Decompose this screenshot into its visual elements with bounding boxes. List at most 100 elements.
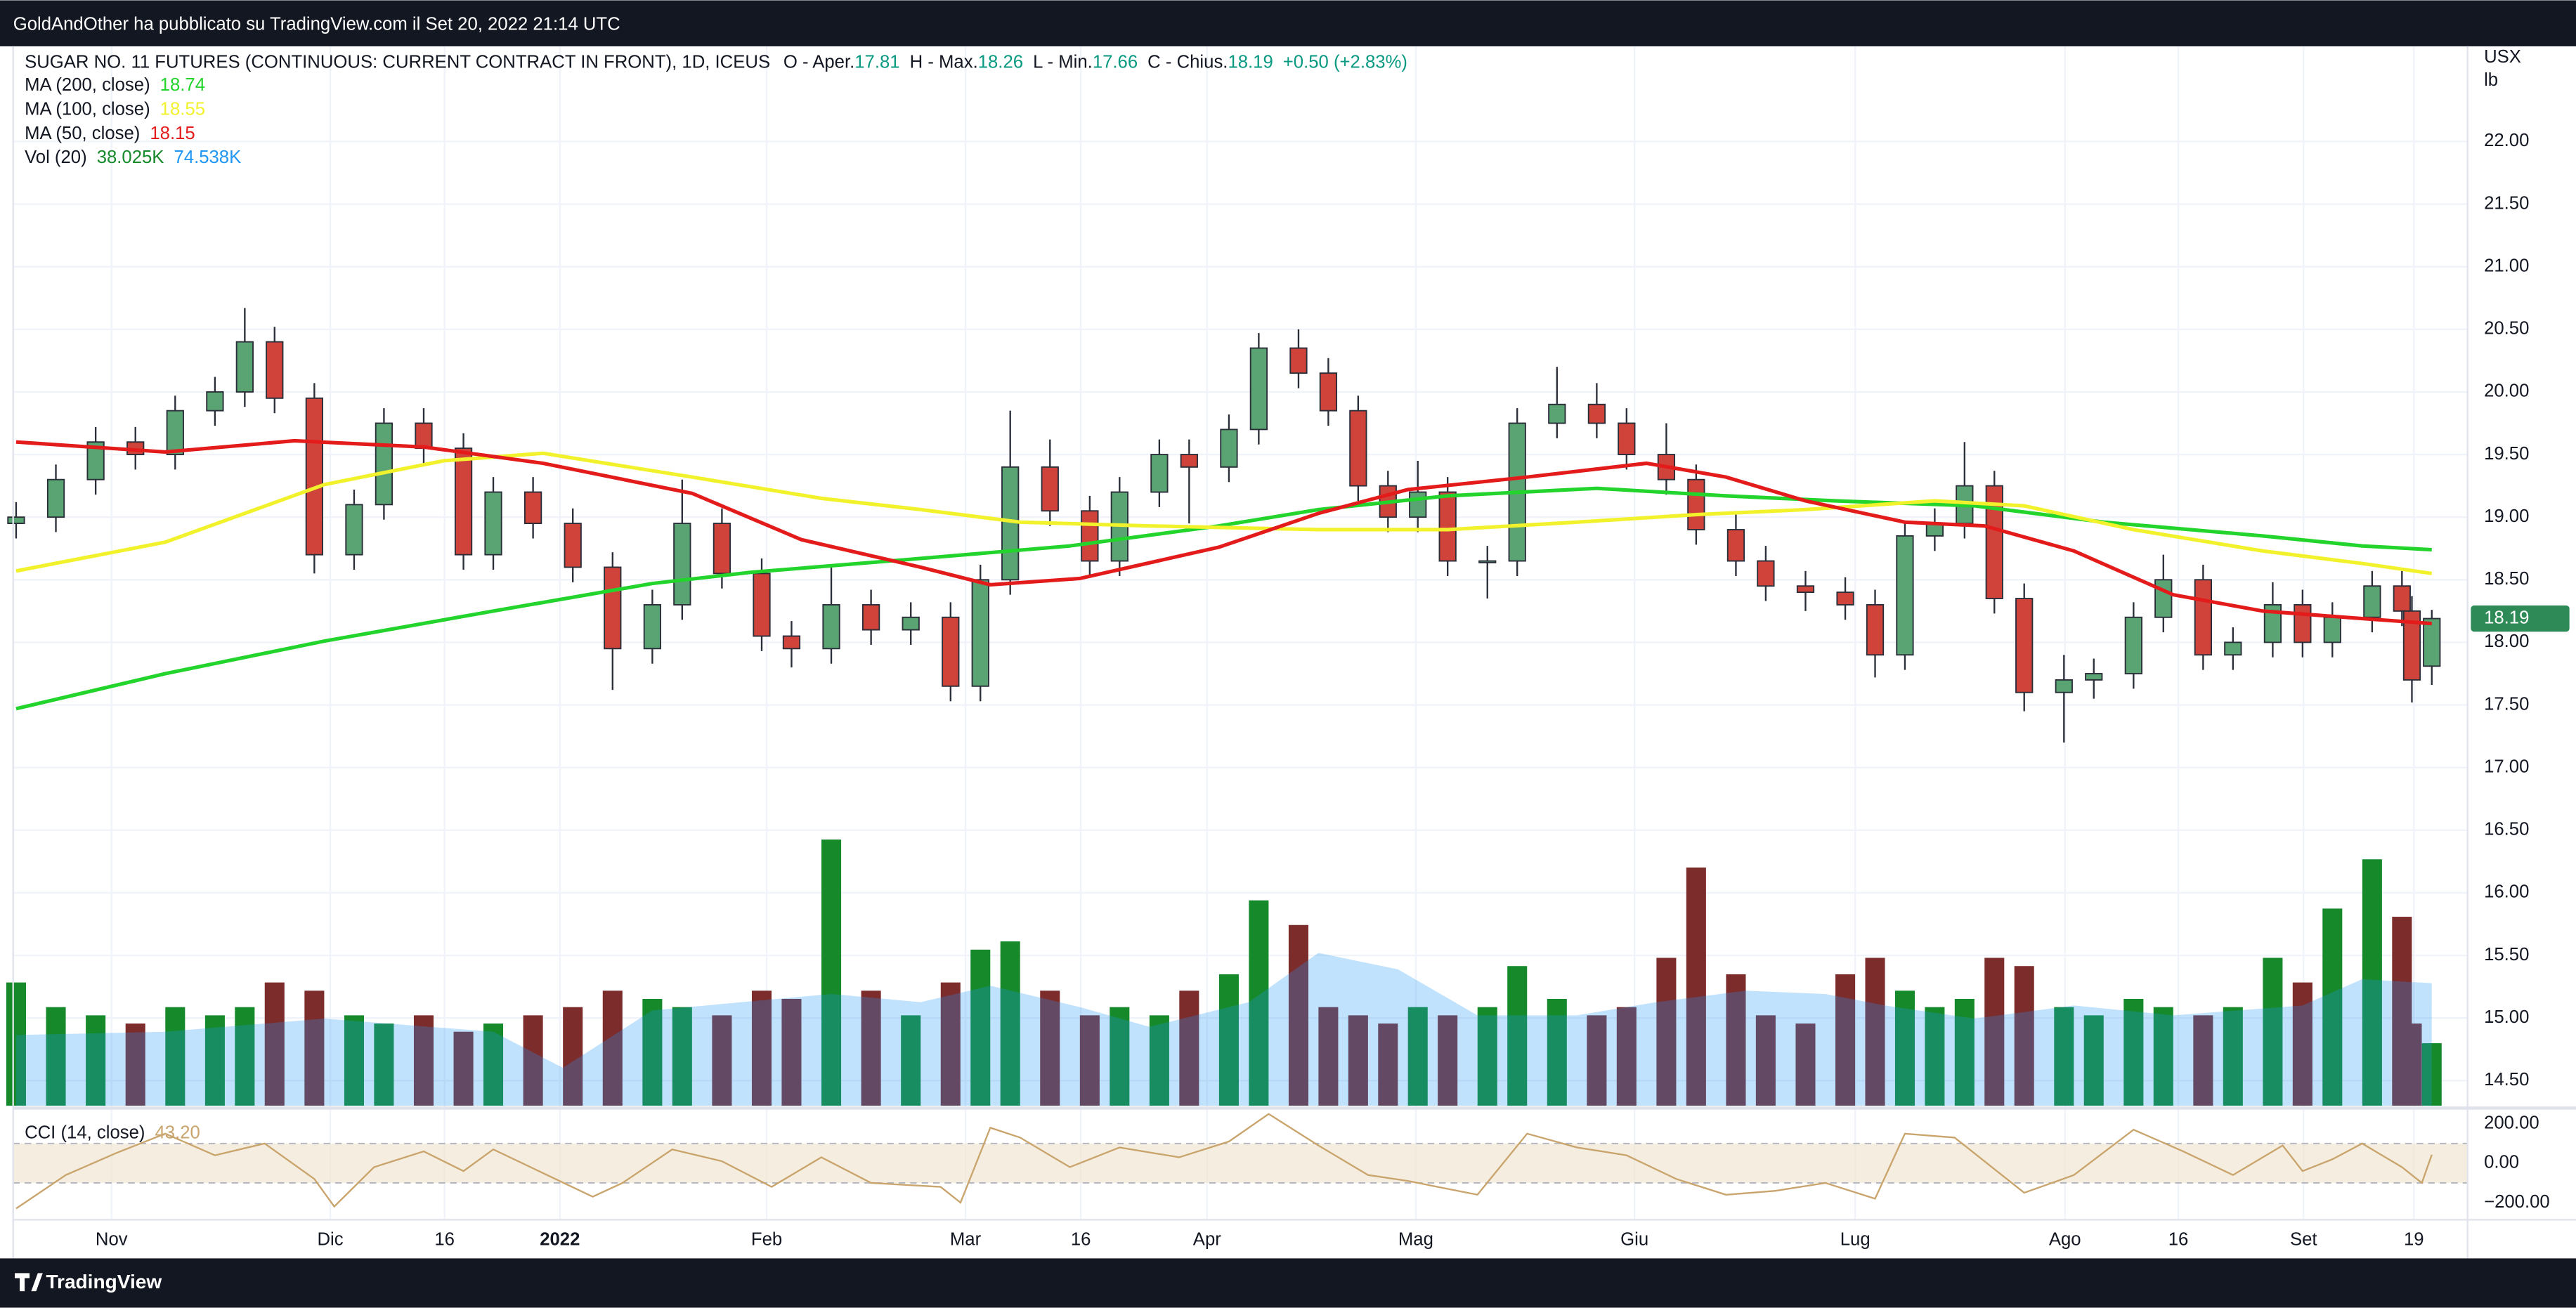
x-tick-label: 16 [1071,1229,1091,1249]
volume-bar [6,982,26,1106]
volume-bar [563,1007,583,1106]
volume-bar [453,1031,474,1106]
candle-body [1618,422,1636,455]
x-tick-label: Set [2290,1229,2317,1249]
candle-body [2015,598,2034,693]
cci-line [15,1113,2433,1210]
candle-body [7,516,25,525]
y-tick-label: 21.50 [2484,193,2529,213]
y-tick-label: 17.50 [2484,694,2529,714]
volume-bar [2223,1007,2243,1106]
candle-body [1220,429,1238,468]
candle-body [604,566,622,650]
candle-body [2055,679,2073,693]
y-tick-label: 16.50 [2484,820,2529,839]
volume-bar [1894,990,1915,1106]
x-tick-label: Mar [950,1229,982,1249]
candle-body [1587,403,1606,424]
x-tick-label: 19 [2404,1229,2424,1249]
volume-bar [2421,1043,2442,1106]
candle-body [2363,585,2381,618]
volume-bar [1984,957,2005,1106]
volume-bar [1755,1015,1776,1106]
candle-body [1757,560,1775,587]
y-tick-label: 19.50 [2484,444,2529,464]
volume-bar [2322,908,2343,1106]
top-bar [0,0,2576,46]
volume-bar [2153,1007,2173,1106]
ohlc-label: O - Aper. [783,52,854,72]
y-tick-label: 22.00 [2484,131,2529,150]
candle-body [1150,454,1169,493]
candle-body [2154,579,2173,618]
candle-body [1836,591,1854,606]
candle-body [1319,372,1338,412]
x-tick-label: Dic [317,1229,343,1249]
volume-bar [2014,966,2034,1106]
candle-body [206,391,224,412]
volume-bar [1318,1007,1339,1106]
candle-body [2194,579,2212,656]
volume-bar [821,839,842,1106]
volume-bar [1507,966,1528,1106]
x-tick-label: Lug [1840,1229,1871,1249]
candle-body [643,604,662,650]
ohlc-label: H - Max. [910,52,978,72]
candle-body [2263,604,2282,643]
volume-bar [2263,957,2283,1106]
indicator-name: Vol (20) [25,148,87,167]
candle-body [2423,617,2441,667]
volume-bar [264,982,285,1106]
brand-text[interactable]: TradingView [46,1271,162,1293]
candle-body [1548,403,1566,424]
volume-bar [1000,941,1020,1106]
volume-bar [86,1015,106,1106]
moving-average-line [15,438,2432,626]
indicator-legend: MA (200, close) 18.74 [25,75,205,95]
volume-bar [1547,998,1567,1106]
volume-bar [672,1007,692,1106]
candle-body [266,341,284,399]
ohlc-value: 18.19 [1228,52,1273,72]
candle-body [753,573,771,637]
candle-body [942,616,960,687]
volume-bar [1656,957,1677,1106]
candle-body [564,523,582,568]
symbol-legend: SUGAR NO. 11 FUTURES (CONTINUOUS: CURREN… [25,52,1407,72]
volume-bar [602,990,623,1106]
volume-bar [1795,1023,1816,1106]
volume-bar [125,1023,145,1106]
cci-band [13,1143,2468,1183]
x-tick-label: Apr [1193,1229,1221,1249]
indicator-value: 18.55 [160,99,205,119]
volume-bar [642,998,663,1106]
x-tick-label: Giu [1620,1229,1648,1249]
volume-bar [1477,1007,1497,1106]
ohlc-value: 17.81 [854,52,899,72]
last-price-box [2471,605,2570,632]
x-tick-label: 2022 [540,1229,580,1249]
volume-bar [1686,867,1706,1106]
y-tick-label: 21.00 [2484,256,2529,275]
indicator-name: MA (100, close) [25,99,150,119]
volume-bar [2362,859,2382,1106]
volume-bar [1438,1015,1458,1106]
volume-bar [1616,1007,1637,1106]
candle-body [86,441,105,480]
candle-body [454,447,473,556]
ohlc-label: L - Min. [1033,52,1093,72]
y-tick-label: 20.00 [2484,381,2529,401]
indicator-legend: MA (100, close) 18.55 [25,99,205,119]
candle-body [902,616,920,631]
candle-body [1349,410,1367,487]
candle-body [2402,610,2421,681]
volume-bar [204,1015,225,1106]
x-tick-label: Nov [96,1229,128,1249]
candle-body [1866,604,1885,656]
indicator-name: MA (50, close) [25,124,140,143]
volume-bar [2292,982,2312,1106]
candle-body [1985,485,2003,599]
candle-body [345,504,363,556]
volume-bar [483,1023,504,1106]
